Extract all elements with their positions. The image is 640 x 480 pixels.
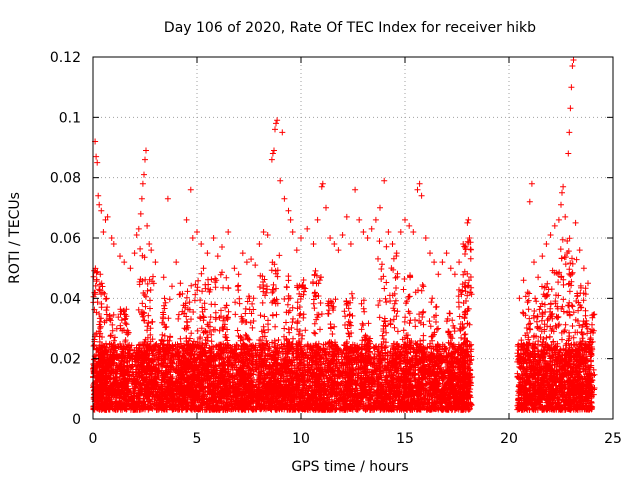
y-axis-label: ROTI / TECUs [7, 192, 23, 284]
x-tick-label: 0 [89, 431, 98, 447]
roti-data-marks [90, 57, 598, 413]
x-tick-label: 25 [604, 431, 622, 447]
x-tick-label: 20 [500, 431, 518, 447]
x-tick-label: 15 [396, 431, 414, 447]
y-tick-label: 0 [72, 412, 81, 428]
x-axis-ticks: 0 5 10 15 20 25 [89, 57, 622, 447]
y-tick-label: 0.08 [50, 171, 81, 187]
y-tick-label: 0.12 [50, 50, 81, 66]
y-tick-label: 0.04 [50, 291, 81, 307]
y-axis-ticks: 0 0.02 0.04 0.06 0.08 0.1 0.12 [50, 50, 613, 428]
y-tick-label: 0.06 [50, 231, 81, 247]
chart-title: Day 106 of 2020, Rate Of TEC Index for r… [164, 20, 536, 36]
y-tick-label: 0.02 [50, 352, 81, 368]
x-axis-label: GPS time / hours [291, 459, 408, 475]
x-tick-label: 10 [292, 431, 310, 447]
x-tick-label: 5 [193, 431, 202, 447]
data-points [90, 57, 598, 413]
y-tick-label: 0.1 [59, 110, 81, 126]
